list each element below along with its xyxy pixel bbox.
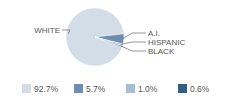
- leader-line: [121, 46, 147, 51]
- slice-label: A.I.: [148, 29, 160, 38]
- chart: WHITE A.I.HISPANICBLACK 92.7% 5.7% 1.0% 0.6%: [0, 0, 240, 100]
- legend-label: 92.7%: [34, 84, 59, 94]
- slice-label: BLACK: [148, 47, 175, 56]
- slice-label: HISPANIC: [148, 38, 185, 47]
- slices: [66, 8, 124, 66]
- legend-swatch: [22, 84, 31, 93]
- legend-swatch: [74, 84, 83, 93]
- legend: 92.7% 5.7% 1.0% 0.6%: [22, 84, 210, 94]
- slice-label: WHITE: [34, 26, 60, 35]
- leader-line: [121, 42, 146, 45]
- slice-labels: WHITE A.I.HISPANICBLACK: [34, 26, 185, 56]
- legend-label: 0.6%: [190, 84, 210, 94]
- legend-swatch: [126, 84, 135, 93]
- pie-slice: [95, 34, 124, 44]
- legend-swatch: [178, 84, 187, 93]
- legend-label: 5.7%: [86, 84, 106, 94]
- legend-label: 1.0%: [138, 84, 158, 94]
- leader-line: [62, 30, 70, 34]
- pie-slice: [95, 37, 123, 47]
- pie-slice: [66, 8, 124, 66]
- leader-line: [122, 33, 146, 39]
